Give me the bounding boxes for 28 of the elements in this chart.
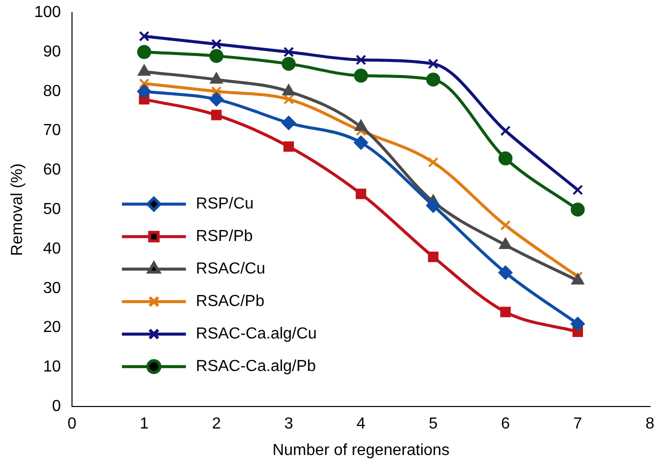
x-tick-label: 0 bbox=[67, 416, 76, 433]
y-tick-label: 90 bbox=[43, 43, 61, 60]
legend-label: RSAC-Ca.alg/Pb bbox=[196, 358, 316, 376]
x-axis-title: Number of regenerations bbox=[272, 442, 450, 459]
legend-label: RSP/Pb bbox=[196, 228, 253, 246]
y-axis-title: Removal (%) bbox=[9, 163, 26, 256]
y-tick-label: 30 bbox=[43, 280, 61, 297]
y-tick-label: 0 bbox=[52, 398, 61, 416]
x-tick-label: 7 bbox=[573, 416, 582, 433]
y-tick-label: 60 bbox=[43, 162, 61, 179]
y-tick-label: 80 bbox=[43, 82, 61, 100]
x-tick-label: 2 bbox=[212, 416, 221, 433]
y-tick-label: 40 bbox=[43, 240, 61, 258]
y-tick-label: 20 bbox=[43, 319, 61, 336]
legend-label: RSAC/Pb bbox=[196, 293, 264, 310]
legend-label: RSAC-Ca.alg/Cu bbox=[196, 326, 317, 343]
legend-label: RSAC/Cu bbox=[196, 260, 266, 278]
x-tick-label: 1 bbox=[140, 416, 149, 433]
y-tick-label: 70 bbox=[43, 122, 61, 140]
x-tick-label: 6 bbox=[501, 416, 510, 433]
legend-label: RSP/Cu bbox=[196, 196, 254, 213]
x-tick-label: 8 bbox=[646, 416, 655, 433]
x-tick-label: 5 bbox=[428, 416, 438, 433]
x-tick-label: 3 bbox=[284, 416, 294, 433]
y-tick-label: 50 bbox=[43, 201, 61, 218]
y-tick-label: 10 bbox=[43, 358, 61, 376]
x-tick-label: 4 bbox=[356, 416, 366, 433]
y-tick-label: 100 bbox=[34, 4, 61, 22]
